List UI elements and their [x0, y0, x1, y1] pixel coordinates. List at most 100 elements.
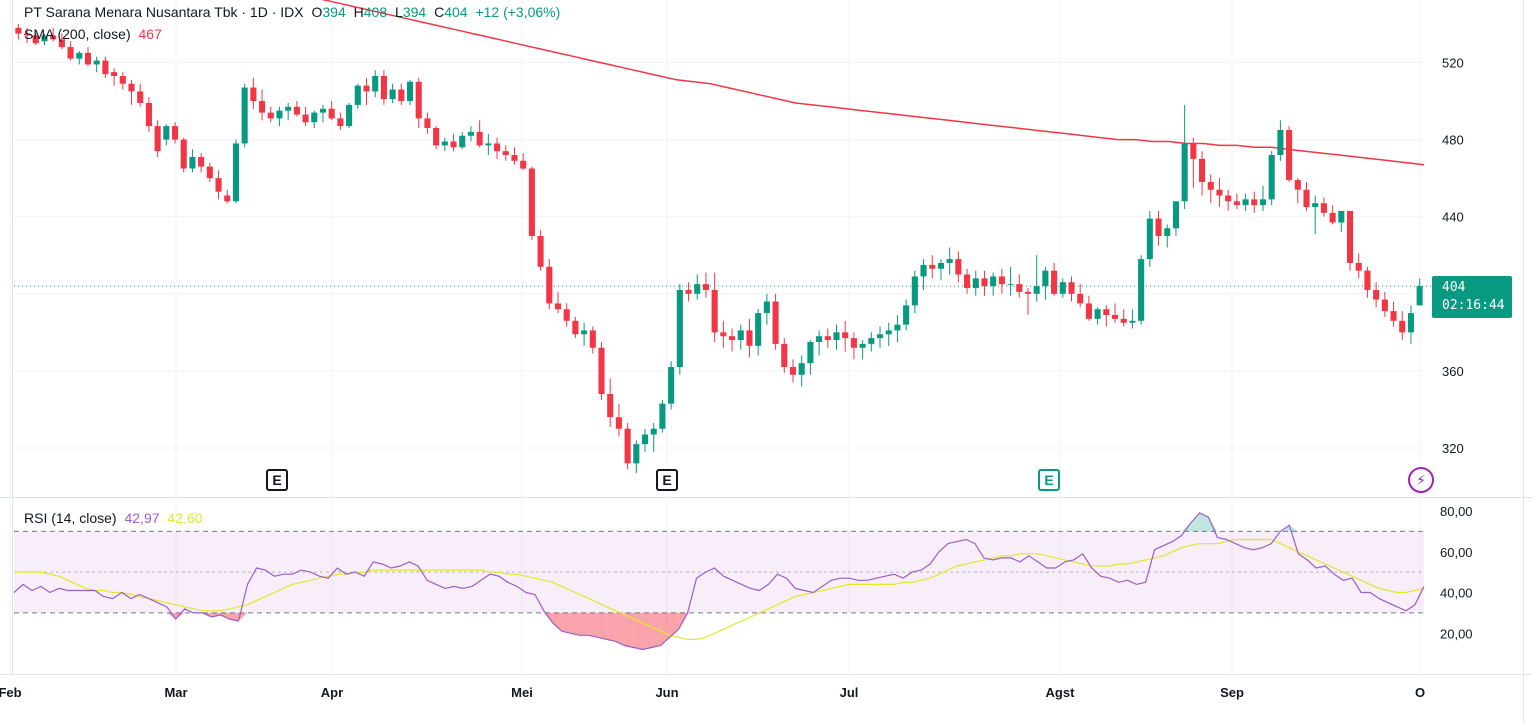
candle-body — [528, 168, 535, 236]
candle-body — [755, 313, 762, 346]
candle-body — [1216, 189, 1223, 196]
candle-body — [624, 428, 631, 464]
candle-body — [145, 102, 152, 127]
candle-body — [972, 278, 979, 289]
candle-body — [1138, 259, 1145, 321]
rsi-overbought-fill — [1199, 513, 1209, 532]
time-tick-label: Agst — [1046, 685, 1076, 700]
earnings-badge[interactable]: E — [266, 469, 288, 491]
rsi-oversold-fill — [175, 612, 185, 619]
rsi-tick-label: 20,00 — [1440, 626, 1473, 641]
candle-body — [772, 301, 779, 344]
candle-body — [1190, 143, 1197, 159]
candle-body — [502, 151, 509, 156]
candle-body — [58, 39, 65, 48]
last-price: 404 — [1442, 280, 1466, 295]
candle-body — [441, 141, 448, 146]
change-value: +12 (+3,06%) — [475, 4, 561, 20]
candle-body — [232, 143, 239, 202]
earnings-badge[interactable]: E — [656, 469, 678, 491]
candle-body — [302, 114, 309, 123]
candle-body — [1129, 320, 1136, 323]
candle-body — [1407, 313, 1414, 333]
symbol-legend: PT Sarana Menara Nusantara Tbk · 1D · ID… — [24, 4, 564, 20]
candle-body — [1346, 210, 1354, 263]
candle-body — [1051, 270, 1058, 294]
candle-body — [84, 52, 92, 65]
candle-body — [964, 274, 971, 289]
candle-body — [911, 276, 918, 306]
close-label: C — [434, 4, 445, 20]
rsi-oversold-fill — [642, 612, 652, 650]
candle-body — [346, 104, 353, 127]
candle-body — [1364, 270, 1371, 290]
rsi-oversold-fill — [660, 612, 670, 646]
candle-body — [1111, 315, 1119, 319]
candle-body — [833, 332, 840, 341]
rsi-oversold-fill — [669, 612, 679, 638]
candle-body — [990, 276, 997, 287]
candle-body — [937, 262, 944, 269]
rsi-oversold-fill — [552, 612, 562, 632]
candle-body — [1033, 286, 1040, 294]
candle-body — [1155, 218, 1162, 236]
candle-body — [789, 367, 797, 375]
candle-body — [694, 284, 701, 294]
candle-body — [380, 75, 387, 100]
candle-body — [572, 320, 579, 335]
price-tick-label: 520 — [1442, 56, 1464, 71]
candle-body — [1233, 201, 1240, 206]
time-tick-label: Apr — [321, 685, 343, 700]
candle-body — [1068, 282, 1075, 294]
candle-body — [1242, 199, 1249, 206]
candle-body — [241, 87, 248, 144]
candle-body — [128, 83, 135, 92]
rsi-legend[interactable]: RSI (14, close) 42,97 42,60 — [24, 510, 206, 526]
candle-body — [676, 289, 683, 368]
time-tick-label: Sep — [1220, 685, 1244, 700]
candle-body — [1399, 320, 1406, 333]
rsi-oversold-fill — [543, 612, 553, 624]
candle-body — [737, 330, 744, 341]
candle-body — [1085, 303, 1092, 319]
candle-body — [154, 126, 161, 152]
rsi-oversold-fill — [633, 612, 643, 650]
candle-body — [607, 394, 614, 418]
candle-body — [546, 266, 553, 304]
candle-body — [668, 367, 675, 404]
rsi-tick-label: 40,00 — [1440, 586, 1473, 601]
candle-body — [598, 347, 605, 395]
candle-body — [729, 336, 736, 341]
candle-body — [1120, 318, 1127, 323]
candle-body — [807, 341, 814, 364]
candle-body — [1172, 201, 1179, 229]
candle-body — [859, 343, 866, 348]
candle-body — [363, 85, 370, 92]
candle-body — [354, 85, 361, 105]
candle-body — [293, 106, 300, 115]
candle-body — [76, 52, 83, 59]
low-label: L — [395, 4, 403, 20]
candle-body — [589, 330, 596, 348]
candle-body — [459, 135, 466, 148]
sma-legend[interactable]: SMA (200, close) 467 — [24, 26, 166, 42]
close-value: 404 — [444, 4, 468, 20]
candle-body — [798, 363, 805, 375]
candle-body — [1146, 218, 1153, 260]
lightning-icon[interactable]: ⚡ — [1408, 467, 1434, 493]
candle-body — [494, 143, 501, 152]
candle-body — [563, 309, 570, 321]
candle-body — [998, 276, 1005, 285]
rsi-oversold-fill — [238, 612, 248, 622]
candle-body — [328, 108, 335, 119]
rsi-ma-line — [14, 538, 1425, 640]
candle-body — [285, 106, 292, 111]
candle-body — [163, 126, 170, 140]
candle-body — [1416, 286, 1423, 306]
candle-body — [1207, 182, 1214, 190]
earnings-badge[interactable]: E — [1038, 469, 1060, 491]
rsi-oversold-fill — [166, 612, 176, 619]
candle-body — [615, 417, 622, 429]
candle-body — [702, 284, 709, 290]
